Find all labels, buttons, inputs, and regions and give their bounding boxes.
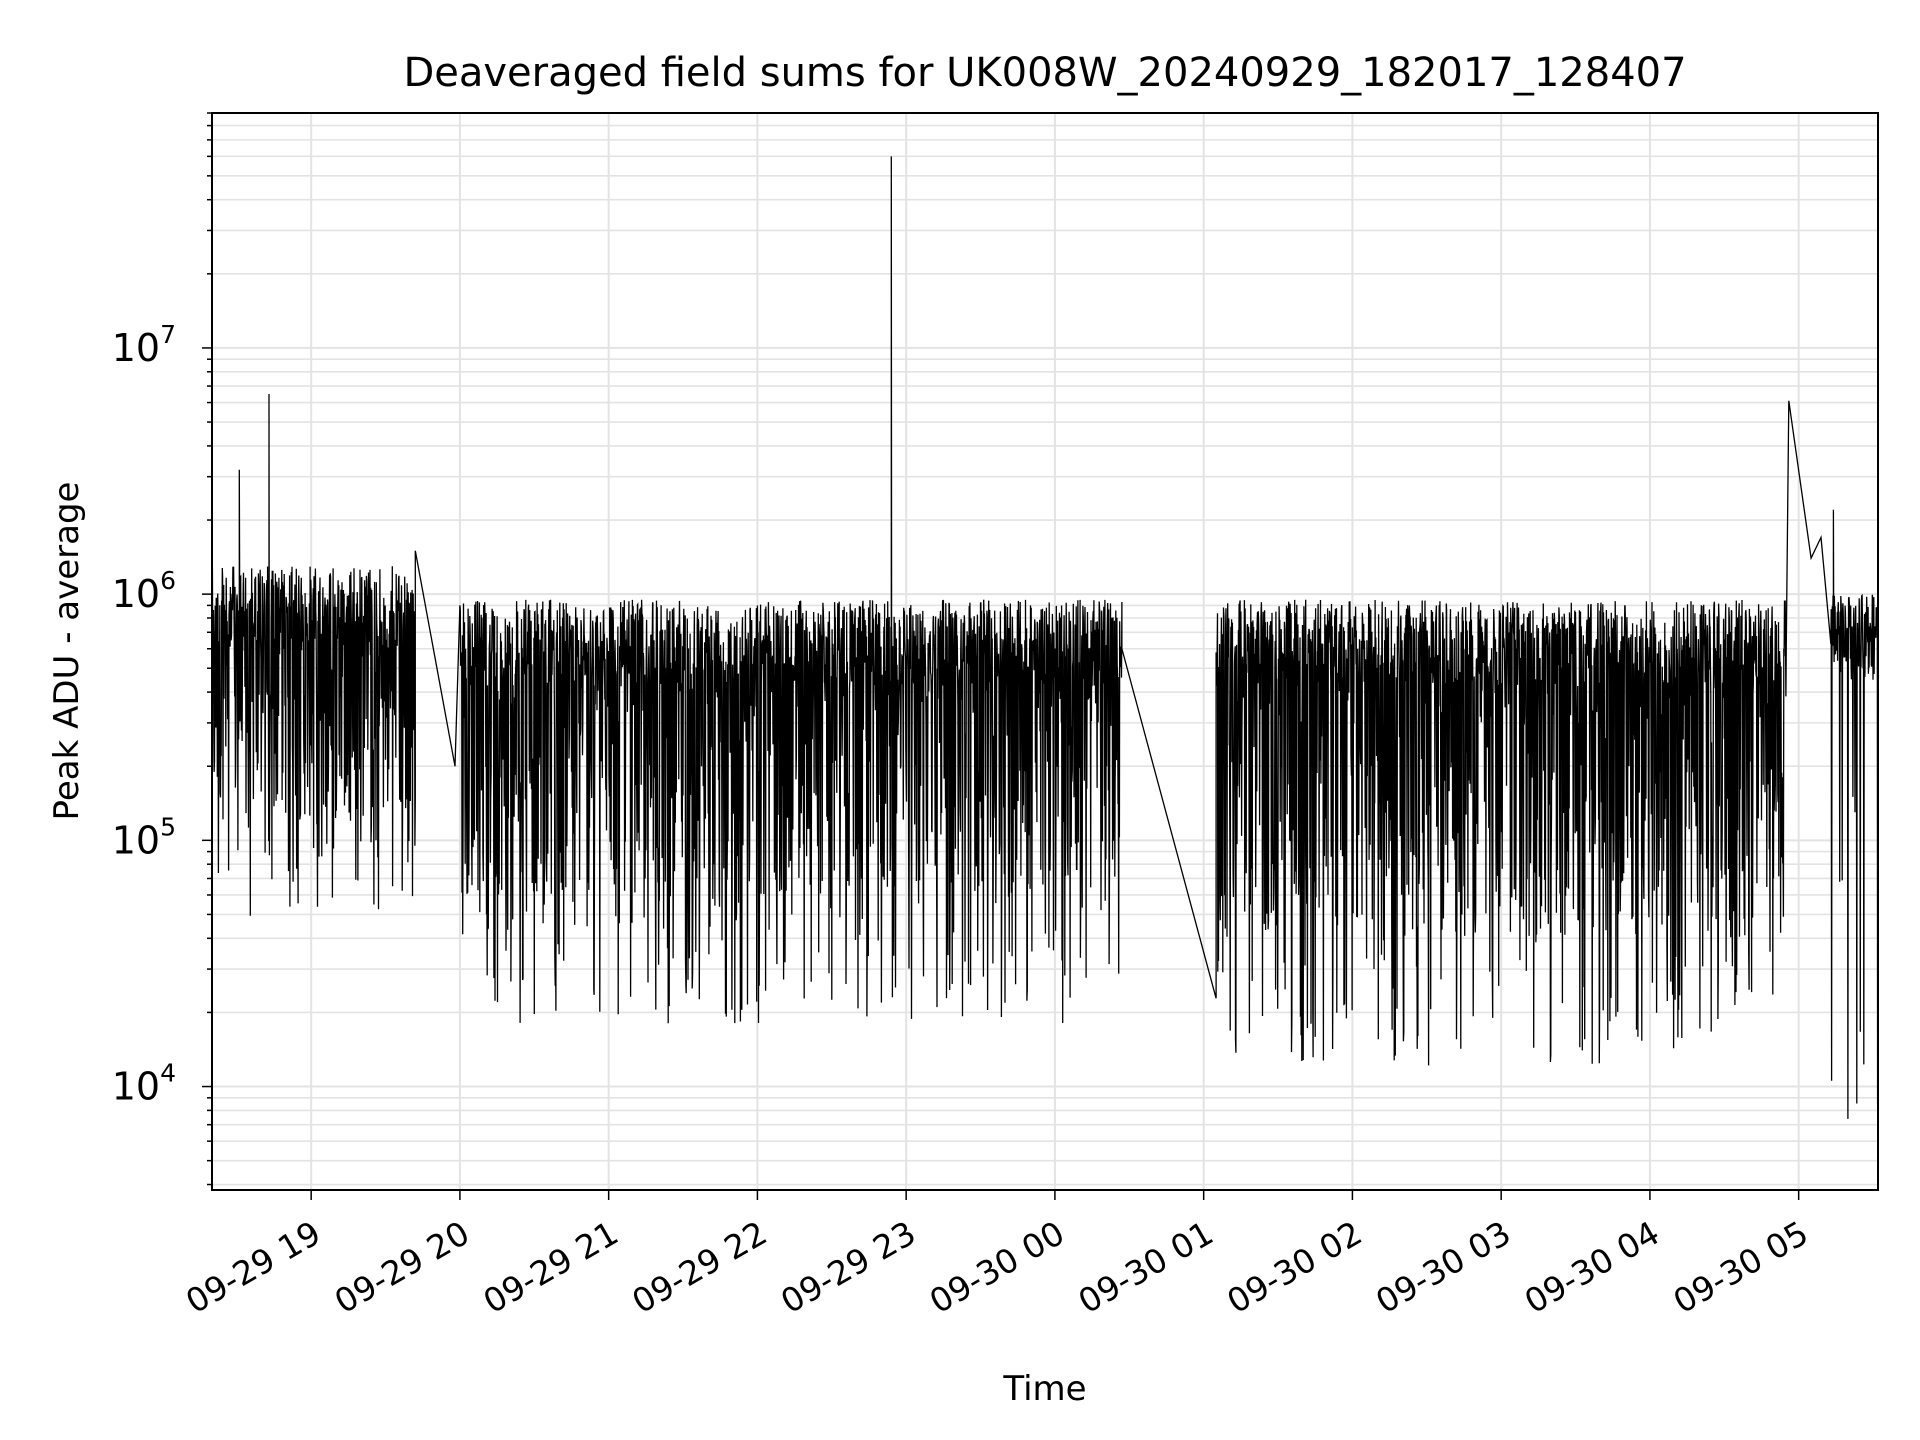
y-axis-label: Peak ADU - average	[47, 482, 87, 821]
x-tick-label: 09-30 05	[1667, 1213, 1815, 1321]
y-tick-label: 106	[112, 566, 176, 616]
y-tick-label: 105	[112, 812, 176, 862]
x-tick-label: 09-29 19	[179, 1213, 327, 1321]
x-tick-label: 09-30 03	[1369, 1213, 1517, 1321]
y-tick-label: 107	[112, 320, 176, 370]
x-tick-label: 09-29 22	[625, 1213, 773, 1321]
x-axis-label: Time	[1002, 1369, 1086, 1409]
x-axis: 09-29 19 09-29 20 09-29 21 09-29 22 09-29 23…	[179, 1190, 1815, 1321]
x-tick-label: 09-30 04	[1518, 1213, 1666, 1321]
y-axis: 104 105 106 107	[112, 112, 212, 1186]
x-tick-label: 09-29 21	[477, 1213, 625, 1321]
x-tick-label: 09-30 01	[1072, 1213, 1220, 1321]
chart-title: Deaveraged field sums for UK008W_2024092…	[403, 50, 1686, 96]
x-tick-label: 09-30 00	[923, 1213, 1071, 1321]
y-tick-label: 104	[112, 1059, 176, 1109]
series-line	[211, 156, 1879, 1142]
x-tick-label: 09-29 23	[774, 1213, 922, 1321]
x-tick-label: 09-29 20	[328, 1213, 476, 1321]
plot-frame	[211, 112, 1879, 1191]
x-tick-label: 09-30 02	[1220, 1213, 1368, 1321]
